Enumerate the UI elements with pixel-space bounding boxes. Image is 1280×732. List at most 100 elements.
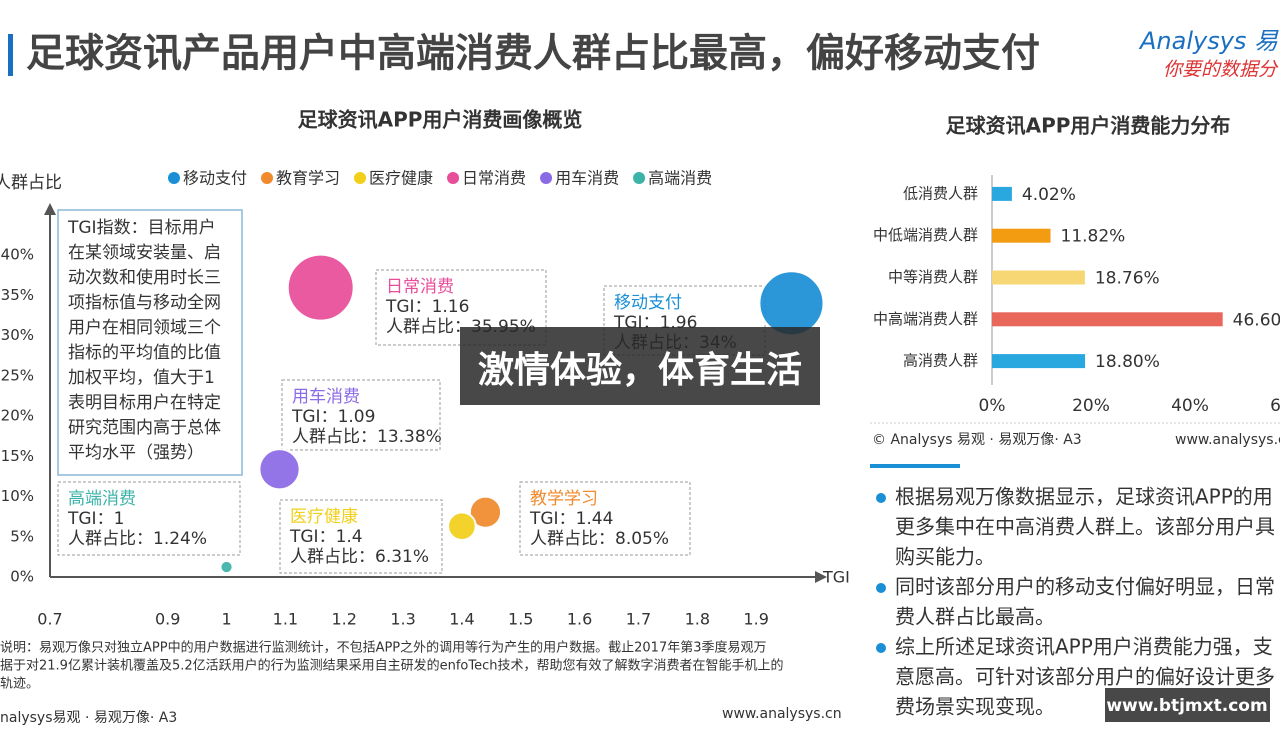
x-tick-label: 1.7 [626, 610, 651, 629]
bubble [286, 253, 355, 322]
slogan: 你要的数据分 [1163, 59, 1279, 81]
bullet-line: 同时该部分用户的移动支付偏好明显，日常 [895, 575, 1275, 599]
x-tick-label: 40% [1171, 396, 1209, 416]
bubble [468, 495, 503, 529]
note-line: 据于对21.9亿累计装机覆盖及5.2亿活跃用户的行为监测结果采用自主研发的enf… [0, 658, 784, 674]
point-x-label: TGI：1 [67, 509, 124, 529]
legend-label: 教育学习 [276, 169, 340, 188]
bullet-line: 购买能力。 [895, 545, 995, 569]
bullet-dot [876, 583, 886, 593]
y-axis-label: 人群占比 [0, 173, 62, 193]
x-tick-label: 1.1 [273, 610, 298, 629]
x-tick-label: 0% [979, 396, 1006, 416]
legend-label: 日常消费 [462, 169, 526, 188]
annotation-line: 项指标值与移动全网 [68, 293, 221, 313]
x-tick-label: 20% [1072, 396, 1110, 416]
value-label: 4.02% [1022, 185, 1076, 205]
x-arrow [815, 571, 827, 583]
bullet-line: 费场景实现变现。 [895, 695, 1055, 719]
annotation-line: 动次数和使用时长三 [68, 267, 221, 288]
label-box [57, 481, 241, 556]
label-box [519, 481, 691, 556]
legend-dot [633, 172, 646, 184]
category-label: 中低端消费人群 [873, 226, 978, 244]
legend-dot [447, 172, 460, 184]
category-label: 高消费人群 [903, 352, 978, 370]
page-title: 足球资讯产品用户中高端消费人群占比最高，偏好移动支付 [26, 32, 1040, 77]
y-arrow [44, 203, 56, 215]
y-tick-label: 40% [1, 246, 34, 264]
annotation-line: 研究范围内高于总体 [68, 418, 221, 438]
overlay-text: 激情体验，体育生活 [478, 350, 802, 391]
legend-dot [354, 172, 367, 184]
y-tick-label: 25% [1, 366, 34, 384]
y-tick-label: 15% [1, 447, 34, 465]
bullet-line: 综上所述足球资讯APP用户消费能力强，支 [895, 635, 1273, 659]
accent-bar [870, 464, 960, 468]
bubble [219, 559, 234, 575]
bullet-line: 更多集中在中高消费人群上。该部分用户具 [895, 515, 1275, 539]
point-x-label: TGI：1.09 [291, 407, 375, 427]
annotation-line: 平均水平（强势） [68, 443, 204, 463]
point-x-label: TGI：1.16 [385, 297, 469, 317]
point-name: 医疗健康 [290, 507, 358, 527]
value-label: 11.82% [1061, 227, 1126, 247]
bar [992, 186, 1012, 201]
legend-label: 高端消费 [648, 169, 712, 188]
point-y-label: 人群占比：13.38% [292, 427, 442, 447]
x-tick-label: 1.2 [332, 610, 357, 629]
bullet-dot [876, 643, 886, 653]
annotation-box [57, 209, 243, 476]
x-tick-label: 0.7 [37, 610, 62, 629]
chart-layer: 说明：易观万像只对独立APP中的用户数据进行监测统计，不包括APP之外的调用等行… [0, 108, 1280, 719]
x-tick-label: 60% [1270, 396, 1280, 416]
x-tick-label: 1.5 [508, 610, 533, 629]
x-axis-label: TGI [822, 568, 850, 587]
bar [992, 270, 1085, 285]
y-tick-label: 0% [10, 568, 34, 586]
legend-dot [540, 172, 553, 184]
legend-label: 医疗健康 [369, 169, 433, 188]
note-line: 说明：易观万像只对独立APP中的用户数据进行监测统计，不包括APP之外的调用等行… [0, 640, 767, 656]
bullet-line: 意愿高。可针对该部分用户的偏好设计更多 [895, 665, 1275, 689]
right-footer: © Analysys 易观 · 易观万像· A3 [872, 432, 1082, 448]
y-tick-label: 5% [10, 527, 34, 545]
bullet-dot [876, 493, 886, 503]
bar [992, 354, 1086, 369]
x-tick-label: 1.6 [567, 610, 592, 629]
point-name: 用车消费 [292, 387, 360, 407]
legend-dot [168, 172, 180, 184]
legend-label: 移动支付 [183, 169, 247, 188]
y-tick-label: 20% [1, 407, 34, 425]
annotation-line: 表明目标用户在特定 [68, 393, 221, 413]
chart-title: 足球资讯APP用户消费画像概览 [298, 108, 583, 132]
overlay-box [460, 327, 820, 405]
left-footer-url: www.analysys.cn [722, 706, 842, 722]
bullet-line: 根据易观万像数据显示，足球资讯APP的用 [895, 485, 1273, 509]
point-name: 日常消费 [386, 277, 454, 297]
annotation-line: 加权平均，值大于1 [68, 368, 215, 388]
value-label: 18.76% [1095, 269, 1160, 289]
category-label: 低消费人群 [903, 184, 978, 202]
annotation-line: 用户在相同领域三个 [68, 318, 221, 338]
label-box [279, 499, 443, 574]
point-x-label: TGI：1.44 [529, 509, 613, 529]
bullet-line: 费人群占比最高。 [895, 605, 1055, 629]
bubble [758, 270, 825, 337]
legend-dot [261, 172, 274, 184]
x-tick-label: 1.8 [685, 610, 710, 629]
category-label: 中高端消费人群 [873, 310, 978, 328]
point-y-label: 人群占比：1.24% [68, 529, 207, 549]
value-label: 18.80% [1095, 352, 1160, 372]
value-label: 46.60% [1233, 310, 1280, 330]
y-tick-label: 30% [1, 326, 34, 344]
point-y-label: 人群占比：8.05% [530, 529, 669, 549]
x-tick-label: 0.9 [155, 610, 180, 629]
y-tick-label: 35% [1, 286, 34, 304]
point-name: 移动支付 [614, 293, 682, 313]
point-x-label: TGI：1.4 [289, 527, 363, 547]
right-footer-url: www.analysys.cn [1175, 432, 1280, 448]
y-tick-label: 10% [1, 487, 34, 505]
